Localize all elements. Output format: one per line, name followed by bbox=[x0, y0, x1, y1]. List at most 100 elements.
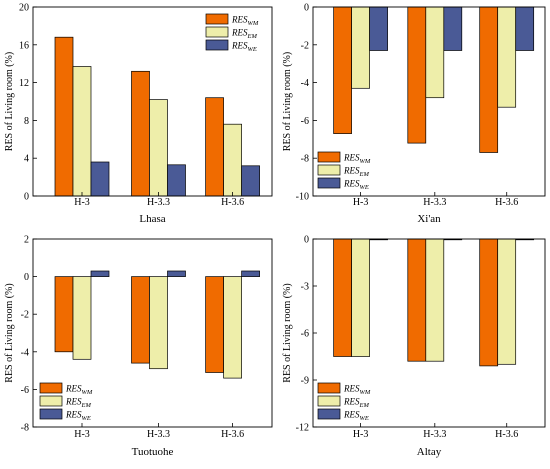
y-tick-label: -6 bbox=[21, 385, 29, 396]
y-tick-label: 0 bbox=[24, 272, 29, 283]
legend-label-subscript: EM bbox=[359, 402, 370, 409]
category-label: H-3.3 bbox=[147, 429, 170, 440]
y-tick-label: 12 bbox=[19, 78, 29, 89]
chart-panel-1: H-3 H-3.3 H-3.6 0 4 8 12 16 20 RES of Living room… bbox=[4, 3, 273, 225]
bar-em-1 bbox=[72, 66, 92, 197]
legend-label-base: RES bbox=[343, 397, 360, 407]
bar-wm-3 bbox=[479, 6, 499, 153]
bar-we-2 bbox=[167, 270, 186, 277]
x-axis-label: Tuotuohe bbox=[132, 446, 174, 458]
legend-swatch-we bbox=[205, 39, 229, 51]
bar-wm-2 bbox=[131, 276, 150, 364]
legend-label-subscript: WM bbox=[82, 389, 93, 396]
bar-we-1 bbox=[90, 270, 110, 277]
legend-swatch-wm bbox=[39, 382, 63, 394]
category-label: H-3.3 bbox=[147, 197, 170, 208]
category-label: H-3.6 bbox=[495, 197, 518, 208]
bar-we-1 bbox=[90, 161, 110, 197]
bar-wm-1 bbox=[333, 6, 352, 134]
y-tick-label: 0 bbox=[24, 192, 29, 203]
y-tick-label: 8 bbox=[24, 116, 29, 127]
legend-label-we: RESWE bbox=[343, 179, 369, 192]
legend-label-subscript: WE bbox=[360, 184, 369, 191]
y-tick-label: -4 bbox=[21, 347, 29, 358]
category-label: H-3 bbox=[353, 429, 369, 440]
chart-panel-3: H-3 H-3.3 H-3.6 -8 -6 -4 -2 0 2 RES of Living roo… bbox=[4, 235, 273, 458]
y-tick-label: -6 bbox=[301, 329, 309, 340]
y-tick-label: -3 bbox=[301, 282, 309, 293]
legend-swatch-em bbox=[317, 164, 341, 176]
y-tick-label: -6 bbox=[301, 116, 309, 127]
category-label: H-3 bbox=[74, 197, 90, 208]
legend-label-wm: RESWM bbox=[343, 153, 371, 166]
category-label: H-3 bbox=[353, 197, 369, 208]
x-axis-label: Altay bbox=[417, 446, 442, 458]
y-tick-label: 20 bbox=[19, 3, 29, 14]
legend-label-base: RES bbox=[65, 397, 82, 407]
y-tick-label: 2 bbox=[24, 235, 29, 246]
bar-em-3 bbox=[497, 6, 517, 108]
category-label: H-3.6 bbox=[495, 429, 518, 440]
bar-em-1 bbox=[351, 6, 370, 89]
plot-frame bbox=[32, 6, 273, 197]
legend-label-wm: RESWM bbox=[231, 15, 259, 28]
plot-frame bbox=[312, 6, 546, 197]
bar-we-3 bbox=[241, 165, 260, 197]
legend-swatch-wm bbox=[317, 151, 341, 163]
legend-label-subscript: WM bbox=[360, 389, 371, 396]
legend-label-we: RESWE bbox=[65, 410, 91, 423]
legend-label-em: RESEM bbox=[343, 166, 369, 179]
plot-frame bbox=[32, 238, 273, 428]
legend-swatch-em bbox=[39, 395, 63, 407]
legend-label-we: RESWE bbox=[231, 41, 257, 54]
y-tick-label: 16 bbox=[19, 40, 29, 51]
legend-label-base: RES bbox=[343, 153, 360, 163]
bar-wm-3 bbox=[479, 238, 499, 367]
legend-label-base: RES bbox=[65, 384, 82, 394]
y-tick-label: 4 bbox=[24, 154, 29, 165]
bar-we-2 bbox=[167, 164, 186, 197]
legend-label-subscript: EM bbox=[247, 33, 258, 40]
x-axis-label: Xi'an bbox=[417, 213, 441, 225]
y-tick-label: 0 bbox=[304, 3, 309, 14]
legend-label-subscript: WE bbox=[248, 46, 257, 53]
legend-label-em: RESEM bbox=[343, 397, 369, 410]
x-axis-label: Lhasa bbox=[139, 213, 165, 225]
y-tick-label: -2 bbox=[21, 310, 29, 321]
legend-swatch-we bbox=[39, 408, 63, 420]
y-tick-label: -10 bbox=[296, 192, 309, 203]
y-axis-label: RES of Living room (%) bbox=[4, 283, 15, 382]
legend-swatch-wm bbox=[317, 382, 341, 394]
y-tick-label: -2 bbox=[301, 40, 309, 51]
chart-panel-2: H-3 H-3.3 H-3.6 -10 -8 -6 -4 -2 0 RES of Living r… bbox=[282, 3, 546, 225]
legend-swatch-em bbox=[205, 26, 229, 38]
bar-wm-3 bbox=[205, 276, 224, 373]
legend-label-wm: RESWM bbox=[65, 384, 93, 397]
y-tick-label: 0 bbox=[304, 235, 309, 246]
bar-em-3 bbox=[223, 123, 242, 197]
y-tick-label: -8 bbox=[301, 154, 309, 165]
legend-label-subscript: WM bbox=[360, 158, 371, 165]
y-tick-label: -9 bbox=[301, 376, 309, 387]
y-tick-label: -12 bbox=[296, 423, 309, 434]
legend-label-base: RES bbox=[231, 15, 248, 25]
bar-em-3 bbox=[497, 238, 517, 365]
category-label: H-3.3 bbox=[423, 429, 446, 440]
y-axis-label: RES of Living room (%) bbox=[282, 283, 293, 382]
bar-wm-3 bbox=[205, 97, 224, 197]
legend-label-subscript: EM bbox=[81, 402, 92, 409]
legend-label-subscript: WM bbox=[248, 20, 259, 27]
chart-panel-4: H-3 H-3.3 H-3.6 -12 -9 -6 -3 0 RES of Living roo… bbox=[282, 235, 546, 458]
bar-em-2 bbox=[149, 276, 168, 370]
bar-we-3 bbox=[241, 270, 260, 277]
bar-em-1 bbox=[351, 238, 370, 357]
legend-swatch-we bbox=[317, 177, 341, 189]
legend-label-em: RESEM bbox=[65, 397, 91, 410]
legend-label-base: RES bbox=[343, 410, 360, 420]
legend-label-subscript: WE bbox=[82, 415, 91, 422]
y-tick-label: -4 bbox=[301, 78, 309, 89]
